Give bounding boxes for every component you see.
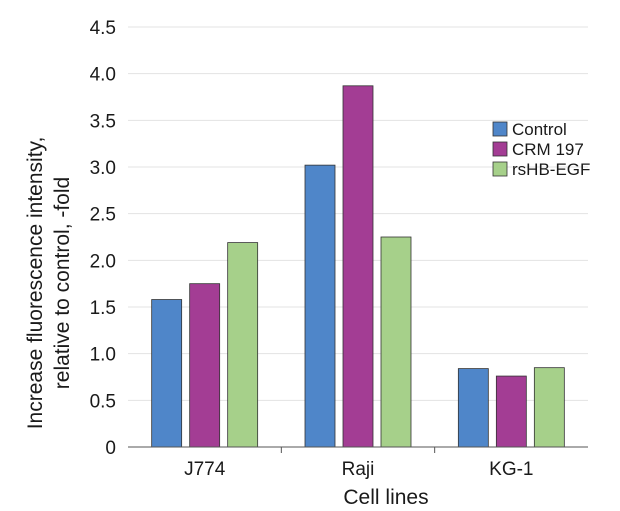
legend-swatch: [492, 121, 508, 137]
bar-rshb-egf-kg-1: [533, 367, 565, 448]
y-axis-title-line-1: Increase fluorescence intensity,: [24, 137, 47, 430]
y-tick-label: 0.5: [90, 391, 116, 412]
y-tick-label: 3.0: [90, 158, 116, 179]
y-tick-label: 1.0: [90, 345, 116, 366]
y-tick-label: 0: [105, 438, 116, 459]
x-axis-title: Cell lines: [343, 486, 428, 509]
bar-rshb-egf-raji: [380, 236, 412, 448]
x-tick-label: J774: [184, 459, 226, 480]
bar-crm-197-raji: [342, 85, 374, 448]
legend-label: rsHB-EGF: [512, 160, 590, 179]
y-tick-label: 2.5: [90, 205, 116, 226]
y-tick-label: 2.0: [90, 251, 116, 272]
x-tick-label: KG-1: [489, 459, 533, 480]
legend-swatch: [492, 161, 508, 177]
bar-crm-197-kg-1: [495, 375, 527, 448]
bar-control-raji: [304, 164, 336, 448]
bar-crm-197-j774: [189, 283, 221, 448]
legend-label: Control: [512, 120, 567, 139]
x-tick-label: Raji: [342, 459, 375, 480]
y-axis-title: Increase fluorescence intensity, relativ…: [24, 137, 74, 430]
bar-control-kg-1: [457, 368, 489, 448]
y-axis-title-line-2: relative to control, -fold: [51, 177, 74, 389]
y-tick-label: 3.5: [90, 111, 116, 132]
y-tick-labels: 0 0.5 1.0 1.5 2.0 2.5 3.0 3.5 4.0 4.5: [90, 18, 116, 459]
y-tick-label: 4.5: [90, 18, 116, 39]
x-tick-labels: J774 Raji KG-1: [184, 447, 534, 480]
bar-control-j774: [151, 299, 183, 448]
bar-rshb-egf-j774: [227, 242, 259, 448]
legend-label: CRM 197: [512, 140, 584, 159]
legend-swatch: [492, 141, 508, 157]
bars: [151, 85, 565, 448]
y-tick-label: 1.5: [90, 298, 116, 319]
y-tick-label: 4.0: [90, 65, 116, 86]
